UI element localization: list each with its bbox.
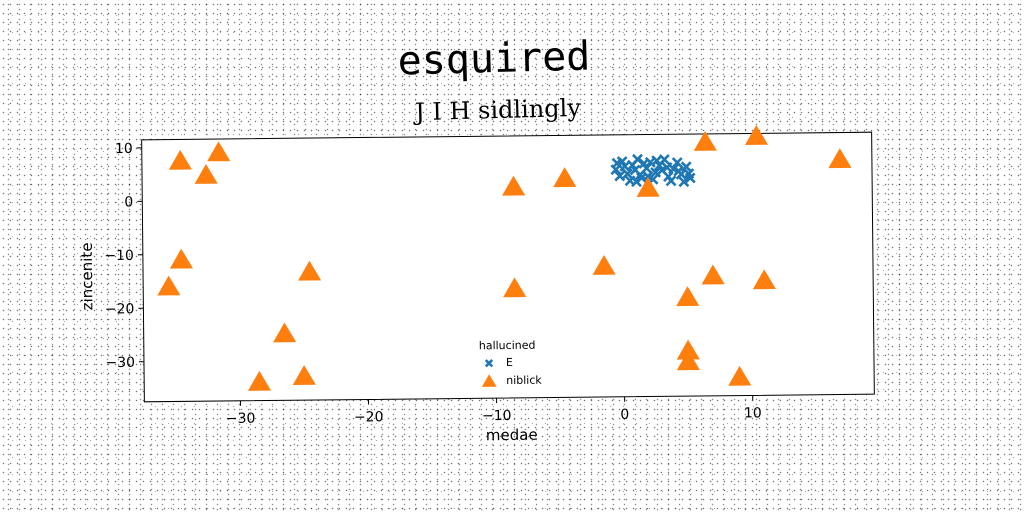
data-point-niblick xyxy=(592,254,616,275)
y-axis: 10 0 −10 −20 −30 xyxy=(104,141,144,371)
y-tick-label: 0 xyxy=(124,194,133,210)
legend-marker-shape-niblick xyxy=(481,374,497,387)
x-tick-label: 10 xyxy=(744,405,762,421)
x-tick-label: 0 xyxy=(620,407,629,423)
data-point-niblick xyxy=(503,277,527,298)
data-point-niblick xyxy=(676,339,700,360)
legend-title: hallucined xyxy=(479,339,536,353)
data-point-niblick xyxy=(693,130,717,151)
legend-marker-niblick xyxy=(481,374,497,387)
data-point-e xyxy=(631,176,642,188)
chart-subtitle: J I H sidlingly xyxy=(412,94,582,126)
data-point-niblick xyxy=(728,365,752,386)
legend-label-e: E xyxy=(506,356,513,369)
data-point-niblick xyxy=(168,149,192,170)
data-point-niblick xyxy=(752,269,776,290)
series-niblick xyxy=(157,125,852,391)
data-marks xyxy=(157,125,852,391)
data-point-niblick xyxy=(744,125,769,145)
data-point-e xyxy=(665,175,677,187)
plot-area: −30 −20 −10 0 10 10 0 −10 −20 −30 medae zincenit… xyxy=(78,125,875,445)
x-axis-label: medae xyxy=(486,426,538,445)
data-point-e xyxy=(673,165,685,177)
data-point-niblick xyxy=(157,275,181,296)
data-point-e xyxy=(661,162,673,173)
data-point-niblick xyxy=(676,286,700,307)
y-tick-label: 10 xyxy=(115,141,133,157)
data-point-niblick xyxy=(636,176,660,197)
data-point-niblick xyxy=(828,148,852,169)
data-point-e xyxy=(621,168,633,180)
data-point-e xyxy=(632,153,643,165)
data-point-e xyxy=(611,157,623,169)
x-axis: −30 −20 −10 0 10 xyxy=(226,395,762,427)
data-point-niblick xyxy=(194,163,218,184)
x-tick-label: −30 xyxy=(226,411,256,427)
data-point-niblick xyxy=(701,264,725,285)
data-point-e xyxy=(638,157,650,169)
data-point-niblick xyxy=(553,167,577,188)
data-point-niblick xyxy=(273,322,297,343)
data-point-e xyxy=(683,168,695,180)
data-point-e xyxy=(680,161,692,173)
data-point-niblick xyxy=(676,350,700,371)
series-e xyxy=(610,153,696,188)
data-point-e xyxy=(678,176,690,188)
data-point-niblick xyxy=(169,248,193,269)
y-axis-label: zincenite xyxy=(78,242,97,310)
plot-frame xyxy=(141,131,875,403)
data-point-niblick xyxy=(298,260,322,281)
data-point-e xyxy=(619,160,631,172)
data-point-e xyxy=(614,170,626,182)
legend-marker-e xyxy=(484,359,494,368)
x-tick-label: −10 xyxy=(482,408,512,424)
data-point-niblick xyxy=(247,370,272,391)
x-tick-label: −20 xyxy=(354,409,384,425)
data-point-e xyxy=(642,170,654,182)
chart-title: esquired xyxy=(397,33,591,84)
data-point-niblick xyxy=(292,365,316,385)
data-point-niblick xyxy=(207,141,231,162)
y-tick-label: −20 xyxy=(105,301,135,317)
data-point-e xyxy=(634,169,646,181)
data-point-niblick xyxy=(502,175,526,196)
legend: hallucined E niblick xyxy=(479,339,543,387)
legend-label-niblick: niblick xyxy=(506,374,542,387)
legend-marker-shape-e xyxy=(484,359,494,368)
data-point-e xyxy=(671,157,683,169)
y-tick-label: −30 xyxy=(105,355,135,371)
y-tick-label: −10 xyxy=(104,248,134,264)
data-point-e xyxy=(651,155,663,167)
